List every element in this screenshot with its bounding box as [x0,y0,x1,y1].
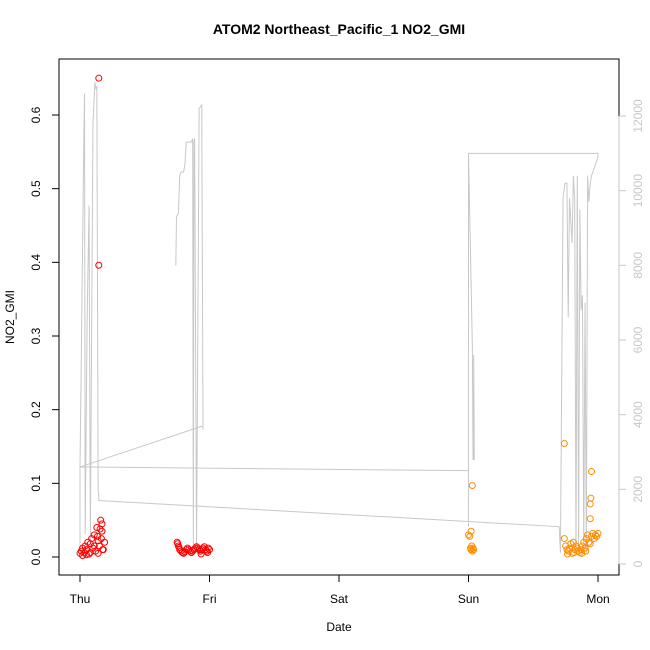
series-layer [76,74,602,560]
y-left-tick-label: 0.0 [29,548,43,565]
series-line [468,153,475,460]
data-point [98,527,106,535]
chart-title: ATOM2 Northeast_Pacific_1 NO2_GMI [213,21,465,37]
y-right-tick-label: 10000 [631,174,645,208]
y-left-tick-label: 0.2 [29,401,43,418]
y-right-tick-label: 4000 [631,401,645,428]
y-right-tick-label: 6000 [631,326,645,353]
data-point [97,516,105,524]
y-left-tick-label: 0.3 [29,327,43,344]
data-point [470,546,478,554]
data-point [90,542,98,550]
data-point [186,547,194,555]
y-right-tick-label: 2000 [631,476,645,503]
data-point [97,535,105,543]
data-point [204,549,212,557]
data-point [560,535,568,543]
y-right-tick-label: 8000 [631,252,645,279]
x-axis: Thu Fri Sat Sun Mon [70,574,610,606]
data-point [594,529,602,537]
x-tick-label: Mon [586,592,609,606]
x-tick-label: Sat [330,592,349,606]
y-left-tick-label: 0.4 [29,254,43,271]
data-point [99,546,107,554]
data-point [79,552,87,560]
data-point [93,532,101,540]
x-axis-label: Date [326,620,352,634]
y-right-tick-label: 0 [631,560,645,567]
data-point [578,549,586,557]
y-right-tick-label: 12000 [631,99,645,133]
data-point [174,540,182,548]
data-point [204,544,212,552]
y-left-tick-label: 0.5 [29,180,43,197]
y-left-tick-label: 0.6 [29,106,43,123]
data-point [564,550,572,558]
y-axis-right: 0 2000 4000 6000 8000 10000 12000 [618,99,645,567]
plot-frame [58,58,620,576]
data-point [86,549,94,557]
data-point [94,549,102,557]
data-point [468,482,476,490]
data-point [585,538,593,546]
x-tick-label: Thu [70,592,91,606]
data-point [182,546,190,554]
data-point [467,546,475,554]
series-line [79,103,204,550]
data-point [587,494,595,502]
x-tick-label: Sun [458,592,479,606]
data-point [175,543,183,551]
y-left-tick-label: 0.1 [29,475,43,492]
series-line [79,82,599,553]
data-point [588,468,596,476]
data-point [468,547,476,555]
data-point [560,440,568,448]
data-point [95,74,103,82]
data-point [581,544,589,552]
data-point [95,261,103,269]
x-tick-label: Fri [203,592,217,606]
data-point [586,500,594,508]
data-point [467,527,475,535]
data-point [570,549,578,557]
data-point [577,546,585,554]
data-point [586,540,594,548]
y-axis-left: 0.0 0.1 0.2 0.3 0.4 0.5 0.6 [29,106,59,565]
data-point [93,524,101,532]
data-point [582,547,590,555]
data-point [466,532,474,540]
data-point [96,525,104,533]
data-point [191,544,199,552]
y-axis-label: NO2_GMI [3,290,17,344]
data-point [101,538,109,546]
data-point [82,551,90,559]
data-point [90,531,98,539]
data-point [197,550,205,558]
data-point [586,515,594,523]
